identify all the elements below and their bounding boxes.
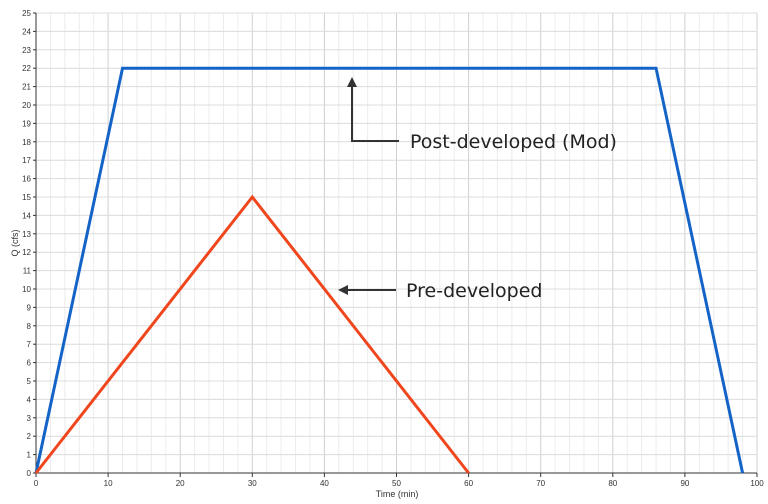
series-line-pre [34,194,470,474]
x-tick-labels: 0 10 20 30 40 50 60 70 80 90 100 [34,473,764,488]
y-tick-label: 11 [23,267,32,276]
y-tick-label: 15 [22,193,31,202]
y-tick-label: 3 [27,414,32,423]
post-annotation-arrow [351,84,399,142]
x-tick-label: 0 [34,479,39,488]
y-tick-label: 24 [22,27,31,36]
y-tick-label: 8 [27,322,32,331]
y-tick-label: 0 [27,469,32,478]
x-tick-label: 90 [680,479,689,488]
y-tick-label: 22 [22,64,31,73]
x-tick-label: 40 [320,479,329,488]
annotations: Post-developed (Mod) Pre-developed [338,77,617,302]
y-tick-label: 16 [22,175,31,184]
y-tick-label: 7 [27,340,32,349]
y-tick-label: 5 [27,377,32,386]
x-tick-label: 60 [464,479,473,488]
y-tick-label: 18 [22,138,31,147]
y-tick-label: 13 [22,230,31,239]
series-line-post [34,66,745,474]
y-axis-label: Q (cfs) [10,230,20,257]
series-lines [34,66,745,474]
y-tick-label: 21 [22,83,31,92]
x-tick-label: 100 [750,479,764,488]
y-tick-label: 12 [22,248,31,257]
x-tick-label: 50 [392,479,401,488]
y-tick-label: 1 [27,451,32,460]
post-annotation-label: Post-developed (Mod) [410,131,617,153]
grid [35,12,758,474]
x-tick-label: 30 [248,479,257,488]
y-tick-label: 17 [22,156,31,165]
x-tick-label: 20 [176,479,185,488]
y-tick-label: 2 [27,432,32,441]
x-axis-label: Time (min) [376,489,419,499]
post-annotation-arrowhead [347,77,357,87]
pre-annotation-arrowhead [338,285,348,295]
y-tick-label: 23 [22,46,31,55]
y-tick-label: 20 [22,101,31,110]
pre-annotation-label: Pre-developed [406,280,542,302]
y-tick-labels: 0123456789101112131415161718192021222324… [22,9,36,478]
y-tick-label: 9 [27,303,32,312]
x-tick-label: 70 [536,479,545,488]
y-tick-label: 10 [22,285,31,294]
y-tick-label: 25 [22,9,31,18]
y-tick-label: 4 [27,395,32,404]
x-tick-label: 10 [104,479,113,488]
y-tick-label: 6 [27,359,32,368]
x-tick-label: 80 [608,479,617,488]
y-tick-label: 14 [22,211,31,220]
y-tick-label: 19 [22,119,31,128]
